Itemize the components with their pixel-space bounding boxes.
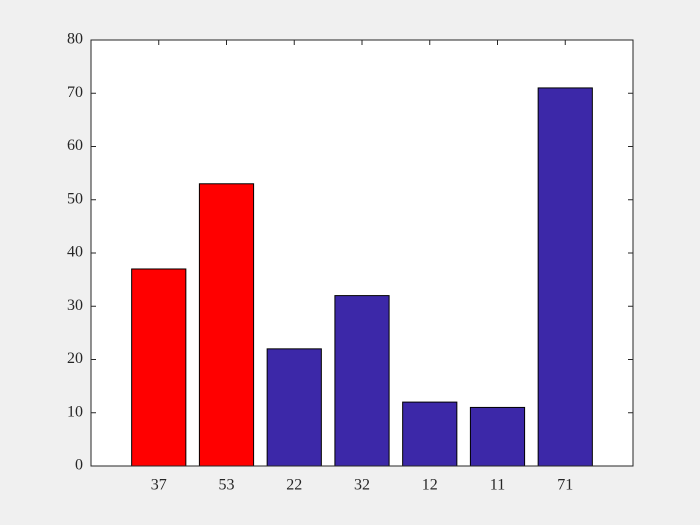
y-tick-label: 70 — [67, 84, 83, 101]
bar — [402, 401, 458, 467]
y-tick-label: 30 — [67, 297, 83, 314]
bar — [334, 295, 390, 467]
x-tick-label: 22 — [286, 477, 302, 494]
y-tick-label: 80 — [67, 31, 83, 48]
bar — [266, 348, 322, 467]
x-tick-label: 32 — [354, 477, 370, 494]
y-tick-label: 10 — [67, 403, 83, 420]
x-tick-label: 71 — [557, 477, 573, 494]
y-tick-label: 40 — [67, 244, 83, 261]
x-tick-label: 53 — [219, 477, 235, 494]
y-tick-label: 0 — [75, 457, 83, 474]
y-tick-label: 60 — [67, 137, 83, 154]
x-tick-label: 11 — [490, 477, 505, 494]
x-tick-label: 12 — [422, 477, 438, 494]
bar — [537, 87, 593, 467]
y-tick-label: 20 — [67, 350, 83, 367]
bar — [131, 268, 187, 467]
y-tick-label: 50 — [67, 190, 83, 207]
x-tick-label: 37 — [151, 477, 167, 494]
axes-box — [90, 39, 634, 467]
bar — [198, 183, 255, 467]
bar — [469, 406, 526, 467]
